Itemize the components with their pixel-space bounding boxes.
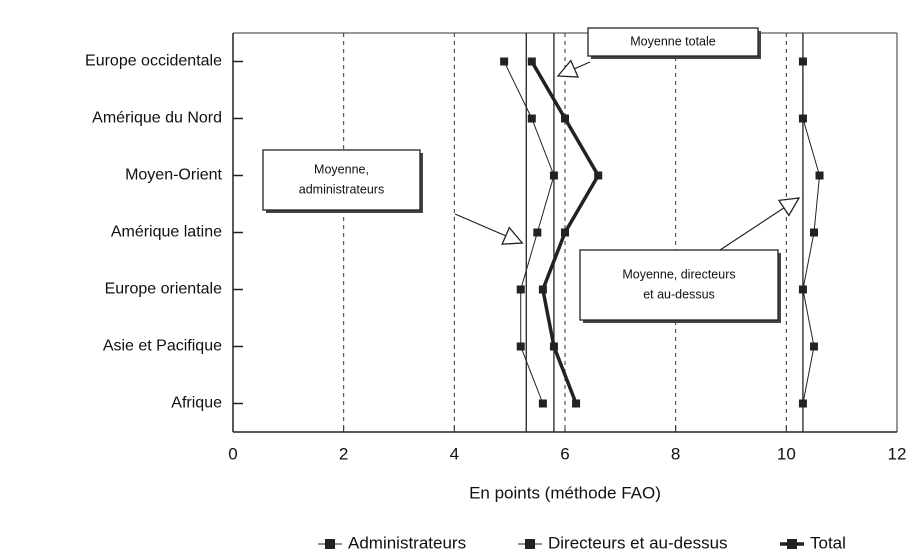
annotation-arrowhead xyxy=(501,226,524,245)
point-marker xyxy=(527,57,536,66)
point-marker xyxy=(538,399,547,408)
point-marker xyxy=(810,342,818,351)
annotation-text: Moyenne, directeurs xyxy=(622,267,735,281)
y-tick-label: Europe occidentale xyxy=(85,53,222,70)
point-marker xyxy=(533,228,542,237)
y-tick-label: Afrique xyxy=(171,395,222,412)
point-marker xyxy=(516,285,525,294)
y-tick-label: Amérique du Nord xyxy=(92,110,222,127)
annotation-box xyxy=(587,27,759,57)
legend: Administrateurs Directeurs et au-dessus To… xyxy=(318,533,846,552)
annotation-text: Moyenne totale xyxy=(630,34,716,48)
point-marker xyxy=(815,171,824,180)
point-marker xyxy=(798,114,807,123)
point-marker xyxy=(500,57,509,66)
x-tick-label: 10 xyxy=(777,444,796,463)
x-tick-label: 4 xyxy=(450,444,459,463)
point-marker xyxy=(798,57,807,66)
x-tick-label: 6 xyxy=(560,444,569,463)
x-tick-label: 8 xyxy=(671,444,680,463)
x-tick-label: 0 xyxy=(228,444,237,463)
point-marker xyxy=(798,399,807,408)
legend-swatch-marker xyxy=(787,539,797,549)
y-tick-label: Asie et Pacifique xyxy=(103,338,222,355)
point-marker xyxy=(549,171,558,180)
x-tick-label: 12 xyxy=(888,444,907,463)
point-marker xyxy=(561,228,569,237)
point-marker xyxy=(594,171,603,180)
legend-label: Total xyxy=(810,533,846,552)
point-marker xyxy=(561,114,569,123)
point-marker xyxy=(810,228,818,237)
point-marker xyxy=(549,342,558,351)
annotation-text: et au-dessus xyxy=(643,287,715,301)
annotation-box xyxy=(262,149,421,211)
legend-swatch-marker xyxy=(325,539,335,549)
annotation-arrowhead xyxy=(556,59,580,78)
y-tick-label: Amérique latine xyxy=(111,224,222,241)
legend-label: Directeurs et au-dessus xyxy=(548,533,728,552)
point-marker xyxy=(538,285,547,294)
annotation-text: administrateurs xyxy=(299,182,384,196)
x-axis-label: En points (méthode FAO) xyxy=(469,483,661,502)
legend-label: Administrateurs xyxy=(348,533,466,552)
legend-swatch-marker xyxy=(525,539,535,549)
point-marker xyxy=(798,285,807,294)
y-tick-label: Europe orientale xyxy=(105,281,223,298)
point-marker xyxy=(527,114,536,123)
x-tick-label: 2 xyxy=(339,444,348,463)
point-marker xyxy=(572,399,581,408)
annotation-text: Moyenne, xyxy=(314,162,369,176)
point-marker xyxy=(516,342,525,351)
y-tick-label: Moyen-Orient xyxy=(125,167,222,184)
annotation-arrowhead xyxy=(777,197,801,217)
annotation-box xyxy=(579,249,779,321)
